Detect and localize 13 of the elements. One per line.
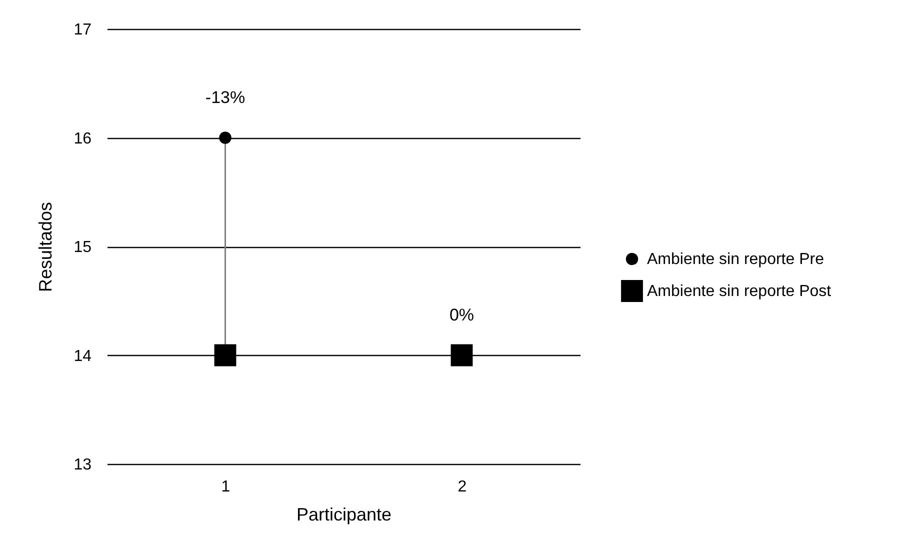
y-tick-label: 15 [74,239,92,256]
legend-label: Ambiente sin reporte Pre [647,251,824,268]
y-axis-title: Resultados [36,202,56,292]
y-tick-label: 17 [74,22,92,38]
x-tick-label: 1 [221,478,230,496]
x-tick-label: 2 [458,478,467,496]
annotation: 0% [449,305,474,324]
y-tick-label: 16 [74,130,92,148]
y-tick-label: 13 [74,456,92,474]
legend-label: Ambiente sin reporte Post [647,283,832,300]
annotation: -13% [205,88,246,107]
y-tick-label: 14 [74,348,92,365]
x-axis-title: Participante [296,504,392,524]
